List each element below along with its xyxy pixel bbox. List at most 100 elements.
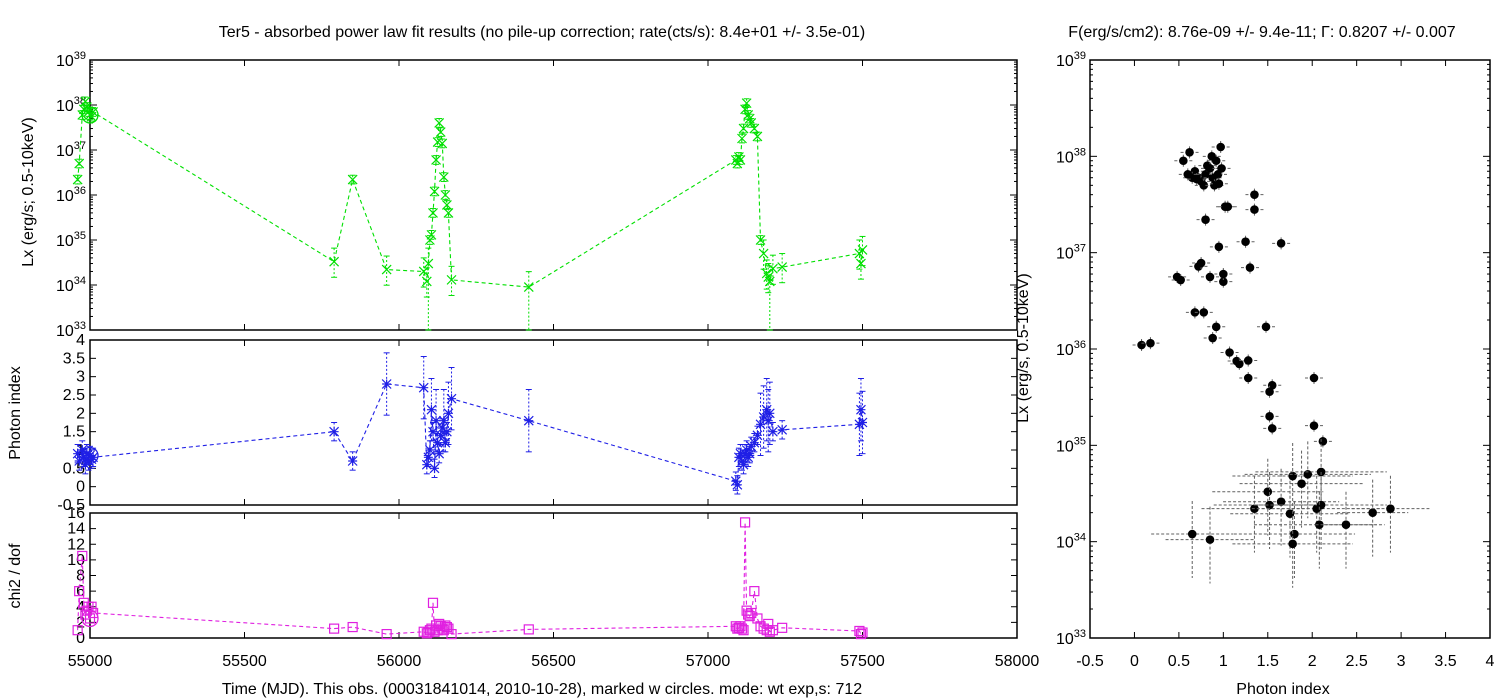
data-point: [739, 517, 751, 528]
data-point: [744, 448, 755, 459]
data-point: [1201, 170, 1210, 179]
y-tick-label: 0: [76, 479, 85, 496]
y-tick-label: 1038: [1056, 146, 1086, 166]
data-point: [857, 417, 868, 428]
data-point: [329, 426, 340, 437]
data-point: [1196, 258, 1206, 268]
data-point: [1205, 535, 1215, 544]
x-tick-label: 57500: [840, 653, 885, 670]
current-observation-circle: [81, 609, 99, 628]
data-point: [763, 415, 774, 426]
data-point: [1265, 500, 1274, 510]
data-point: [84, 613, 96, 624]
y-tick-label: 2: [76, 614, 85, 631]
data-point: [74, 586, 85, 597]
data-point: [431, 155, 442, 165]
data-point: [429, 463, 440, 474]
data-point: [743, 452, 754, 463]
data-point: [1137, 340, 1146, 350]
y-tick-label: 6: [76, 583, 85, 600]
data-point: [752, 613, 763, 624]
right-x-axis-label: Photon index: [1236, 681, 1329, 698]
data-point: [1146, 338, 1155, 348]
x-tick-label: 2.5: [1346, 653, 1368, 670]
y-tick-label: 1036: [1056, 339, 1086, 359]
data-point: [1288, 471, 1297, 481]
data-point: [1288, 539, 1297, 549]
y-tick-label: 3.5: [63, 350, 85, 367]
data-point: [855, 628, 867, 640]
data-point: [758, 248, 769, 259]
data-point: [1201, 215, 1210, 224]
series-line: [77, 522, 863, 636]
y-tick-label: 8: [76, 568, 85, 585]
data-point: [523, 415, 534, 426]
data-point: [1276, 239, 1286, 248]
data-point: [434, 117, 445, 128]
data-point: [730, 476, 741, 487]
x-tick-label: 0: [1130, 653, 1139, 670]
data-point: [1211, 322, 1221, 332]
data-point: [440, 437, 451, 448]
data-point: [423, 452, 434, 463]
data-point: [749, 586, 760, 597]
data-point: [72, 174, 83, 185]
data-point: [81, 448, 92, 459]
data-point: [427, 597, 439, 608]
data-point: [1265, 412, 1274, 421]
y-tick-label: 1039: [1056, 50, 1086, 70]
data-point: [329, 256, 340, 267]
data-point: [761, 625, 772, 636]
data-point: [347, 621, 358, 633]
data-point: [1199, 181, 1209, 190]
time-axis-label: Time (MJD). This obs. (00031841014, 2010…: [222, 681, 862, 698]
chi2-axis-label: chi2 / dof: [7, 543, 24, 608]
data-point: [755, 419, 766, 430]
data-point: [741, 98, 752, 109]
data-point: [737, 133, 747, 144]
data-point: [428, 207, 438, 218]
y-tick-label: 1034: [56, 275, 86, 295]
data-point: [1250, 205, 1259, 214]
data-point: [738, 123, 749, 134]
y-tick-label: 1.5: [63, 424, 85, 441]
data-point: [441, 200, 452, 210]
y-tick-label: 1033: [56, 320, 86, 340]
data-point: [440, 620, 451, 631]
data-point: [381, 379, 392, 389]
x-tick-label: 58000: [995, 653, 1040, 670]
data-point: [777, 262, 788, 273]
data-point: [418, 382, 429, 393]
data-point: [749, 437, 760, 448]
data-point: [1214, 179, 1224, 188]
data-point: [438, 172, 449, 183]
plot-frame: [89, 339, 1018, 506]
data-point: [446, 628, 457, 640]
data-point: [1316, 467, 1326, 477]
data-point: [735, 155, 746, 165]
data-point: [1297, 479, 1306, 488]
right-title: F(erg/s/cm2): 8.76e-09 +/- 9.4e-11; Γ: 0…: [1068, 24, 1455, 41]
data-point: [432, 437, 443, 448]
data-point: [1214, 242, 1224, 252]
data-point: [743, 110, 754, 120]
data-point: [435, 430, 446, 441]
data-point: [1219, 277, 1228, 286]
data-point: [441, 426, 452, 437]
lx-vs-index-panel: 1033 1034 1035 1036 1037 1038 1039 -0.5 0 0.5 1 1.5…: [1056, 50, 1495, 670]
data-point: [88, 452, 99, 463]
data-point: [1267, 380, 1277, 390]
data-point: [1183, 170, 1193, 179]
data-point: [426, 404, 437, 415]
data-point: [523, 282, 534, 292]
data-point: [1225, 348, 1234, 357]
data-point: [856, 404, 866, 415]
y-tick-label: 12: [67, 536, 85, 553]
photon-index-panel: -0.500.511.522.533.54: [57, 332, 1018, 514]
y-tick-label: 1033: [1056, 628, 1086, 648]
x-tick-label: 57000: [686, 653, 731, 670]
data-point: [738, 625, 749, 636]
data-point: [424, 445, 435, 455]
data-point: [428, 426, 438, 437]
data-point: [758, 412, 769, 422]
